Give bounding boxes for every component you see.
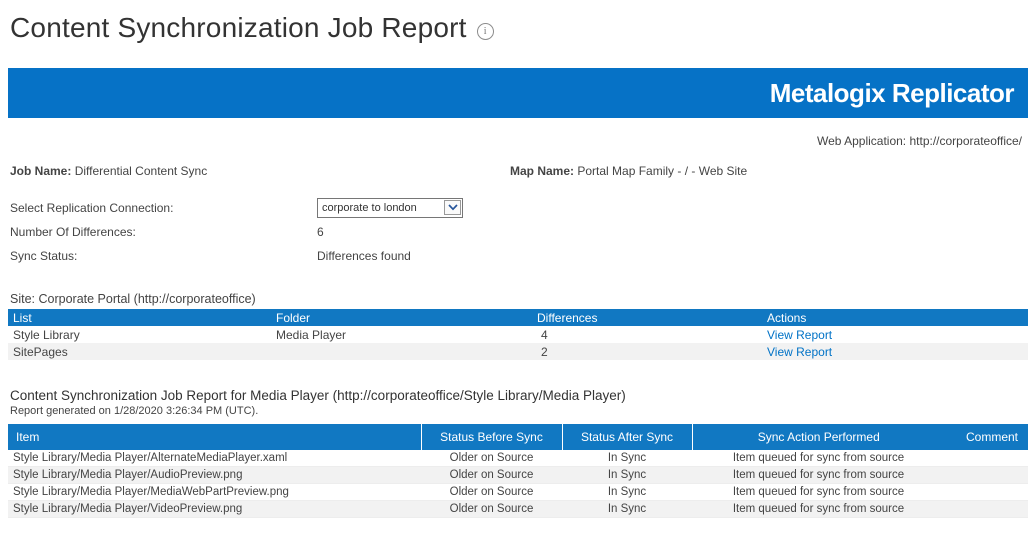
sync-status-label: Sync Status:	[10, 249, 78, 263]
table-row: Style Library Media Player 4 View Report	[8, 326, 1028, 343]
replication-connection-row: Select Replication Connection: corporate…	[0, 198, 1036, 218]
sync-report-table: Item Status Before Sync Status After Syn…	[8, 424, 1028, 518]
replication-connection-dropdown[interactable]: corporate to london	[317, 198, 463, 218]
view-report-link[interactable]: View Report	[767, 344, 833, 359]
item-cell: Style Library/Media Player/AlternateMedi…	[8, 450, 421, 467]
web-application-line: Web Application: http://corporateoffice/	[0, 134, 1022, 148]
actions-cell: View Report	[762, 343, 1028, 360]
status-before-cell: Older on Source	[421, 483, 562, 501]
item-cell: Style Library/Media Player/MediaWebPartP…	[8, 483, 421, 501]
differences-cell: 2	[532, 343, 762, 360]
item-cell: Style Library/Media Player/VideoPreview.…	[8, 500, 421, 518]
view-report-link[interactable]: View Report	[767, 327, 833, 342]
web-application-value: http://corporateoffice/	[909, 134, 1022, 148]
job-summary-form: Select Replication Connection: corporate…	[0, 198, 1036, 266]
web-application-label: Web Application:	[816, 134, 907, 148]
comment-cell	[945, 483, 1028, 501]
column-header-status-after: Status After Sync	[561, 424, 692, 450]
folder-cell	[271, 343, 532, 360]
replication-connection-label: Select Replication Connection:	[10, 201, 174, 215]
info-icon[interactable]: i	[476, 22, 494, 40]
table-row: Style Library/Media Player/AlternateMedi…	[8, 450, 1028, 467]
status-before-cell: Older on Source	[421, 450, 562, 467]
status-after-cell: In Sync	[562, 466, 692, 484]
table-row: SitePages 2 View Report	[8, 343, 1028, 360]
number-of-differences-label: Number Of Differences:	[10, 225, 136, 239]
column-header-list: List	[8, 309, 271, 326]
metalogix-replicator-logo: Metalogix Replicator	[769, 77, 1015, 108]
column-header-actions: Actions	[762, 309, 1028, 326]
number-of-differences-value: 6	[317, 225, 324, 239]
job-map-row: Job Name: Differential Content Sync Map …	[0, 164, 1036, 180]
table-row: Style Library/Media Player/MediaWebPartP…	[8, 483, 1028, 501]
column-header-folder: Folder	[271, 309, 532, 326]
column-header-item: Item	[8, 424, 421, 450]
list-cell: SitePages	[8, 343, 271, 360]
brand-banner: Metalogix Replicator	[8, 68, 1028, 118]
differences-cell: 4	[541, 327, 548, 342]
comment-cell	[945, 500, 1028, 518]
column-header-comment: Comment	[945, 424, 1028, 450]
map-name: Map Name: Portal Map Family - / - Web Si…	[510, 164, 747, 178]
table-header-row: Item Status Before Sync Status After Syn…	[8, 424, 1028, 450]
site-heading: Site: Corporate Portal (http://corporate…	[10, 292, 256, 306]
sync-status-row: Sync Status: Differences found	[0, 246, 1036, 266]
sync-status-value: Differences found	[317, 249, 411, 263]
sync-action-cell: Item queued for sync from source	[692, 483, 945, 501]
folder-cell: Media Player	[276, 327, 347, 342]
column-header-differences: Differences	[532, 309, 762, 326]
table-row: Style Library/Media Player/VideoPreview.…	[8, 500, 1028, 518]
status-after-cell: In Sync	[562, 450, 692, 467]
status-after-cell: In Sync	[562, 500, 692, 518]
job-name-label: Job Name:	[10, 164, 72, 178]
map-name-label: Map Name:	[510, 164, 575, 178]
status-after-cell: In Sync	[562, 483, 692, 501]
report-generated-line: Report generated on 1/28/2020 3:26:34 PM…	[10, 405, 259, 417]
sync-action-cell: Item queued for sync from source	[692, 466, 945, 484]
map-name-value: Portal Map Family - / - Web Site	[577, 164, 748, 178]
status-before-cell: Older on Source	[421, 500, 562, 518]
sync-action-cell: Item queued for sync from source	[692, 450, 945, 467]
site-differences-table: List Folder Differences Actions Style Li…	[8, 309, 1028, 360]
sync-action-cell: Item queued for sync from source	[692, 500, 945, 518]
list-cell: Style Library	[13, 327, 80, 342]
number-of-differences-row: Number Of Differences: 6	[0, 222, 1036, 242]
comment-cell	[945, 450, 1028, 467]
report-section-title: Content Synchronization Job Report for M…	[10, 388, 626, 403]
page-header: Content Synchronization Job Report i	[10, 0, 1036, 46]
job-name: Job Name: Differential Content Sync	[10, 164, 207, 178]
job-name-value: Differential Content Sync	[74, 164, 208, 178]
column-header-sync-action: Sync Action Performed	[691, 424, 945, 450]
status-before-cell: Older on Source	[421, 466, 562, 484]
table-row: Style Library/Media Player/AudioPreview.…	[8, 466, 1028, 484]
comment-cell	[945, 466, 1028, 484]
table-header-row: List Folder Differences Actions	[8, 309, 1028, 326]
actions-cell: View Report	[762, 326, 1028, 343]
page-title: Content Synchronization Job Report	[10, 12, 467, 43]
column-header-status-before: Status Before Sync	[420, 424, 562, 450]
item-cell: Style Library/Media Player/AudioPreview.…	[8, 466, 421, 484]
replication-connection-select[interactable]: corporate to london	[317, 198, 463, 218]
